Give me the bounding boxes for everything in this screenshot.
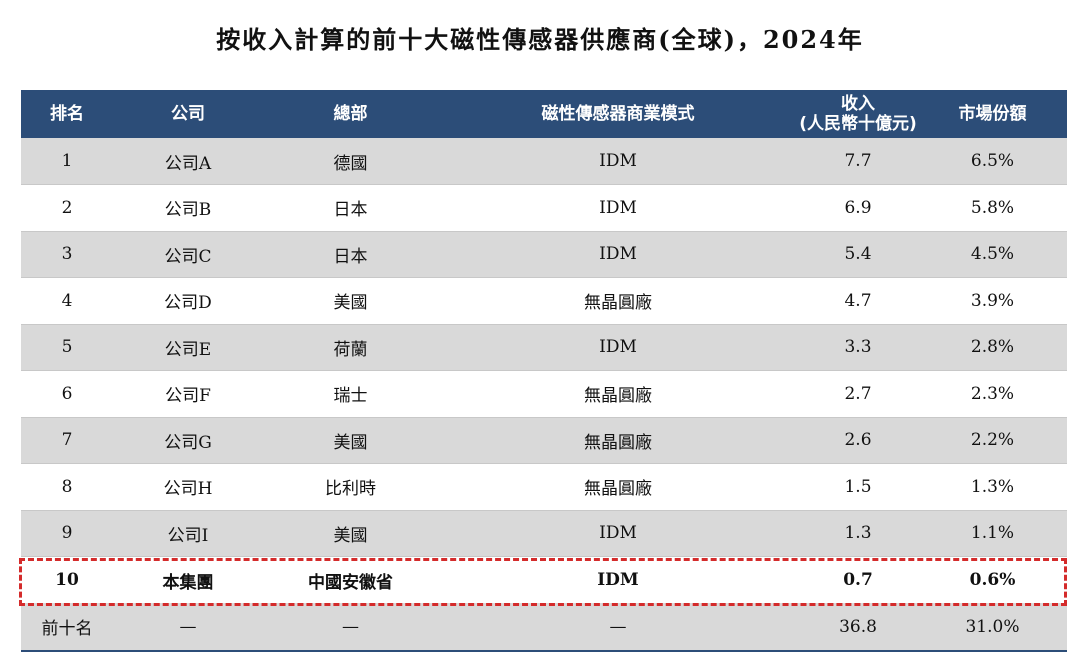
cell-rank: 10 bbox=[55, 570, 79, 590]
cell-revenue: 4.7 bbox=[798, 277, 918, 325]
cell-rank: 2 bbox=[21, 184, 113, 232]
cell-company: 公司H bbox=[113, 463, 263, 511]
cell-total-company: — bbox=[113, 603, 263, 652]
cell-share: 4.5% bbox=[918, 231, 1067, 278]
cell-hq: 德國 bbox=[263, 138, 438, 185]
cell-revenue: 2.6 bbox=[798, 417, 918, 464]
cell-share: 2.3% bbox=[918, 370, 1067, 418]
table-row: 4 公司D 美國 無晶圓廠 4.7 3.9% bbox=[21, 277, 1067, 325]
cell-revenue: 6.9 bbox=[798, 184, 918, 232]
cell-revenue: 1.5 bbox=[798, 463, 918, 511]
cell-rank: 4 bbox=[21, 277, 113, 325]
table-row: 7 公司G 美國 無晶圓廠 2.6 2.2% bbox=[21, 417, 1067, 464]
cell-total-label: 前十名 bbox=[21, 603, 113, 652]
cell-company: 公司I bbox=[113, 510, 263, 557]
cell-company: 公司A bbox=[113, 138, 263, 185]
supplier-table: 排名 公司 總部 磁性傳感器商業模式 收入 (人民幣十億元) 市場份額 1 公司… bbox=[21, 90, 1067, 652]
cell-hq: 美國 bbox=[263, 417, 438, 464]
cell-share: 2.2% bbox=[918, 417, 1067, 464]
cell-rank: 3 bbox=[21, 231, 113, 278]
table-row: 9 公司I 美國 IDM 1.3 1.1% bbox=[21, 510, 1067, 557]
cell-model: IDM bbox=[438, 231, 798, 278]
cell-share: 3.9% bbox=[918, 277, 1067, 325]
cell-share: 5.8% bbox=[918, 184, 1067, 232]
cell-share: 1.3% bbox=[918, 463, 1067, 511]
cell-share: 2.8% bbox=[918, 324, 1067, 371]
cell-company: 本集團 bbox=[162, 572, 214, 593]
cell-model: IDM bbox=[438, 184, 798, 232]
cell-revenue: 0.7 bbox=[843, 570, 873, 590]
header-company: 公司 bbox=[171, 104, 205, 124]
cell-revenue: 1.3 bbox=[798, 510, 918, 557]
header-revenue-unit: (人民幣十億元) bbox=[799, 114, 917, 134]
cell-rank: 7 bbox=[21, 417, 113, 464]
cell-hq: 瑞士 bbox=[263, 370, 438, 418]
cell-hq: 日本 bbox=[263, 184, 438, 232]
cell-model: 無晶圓廠 bbox=[438, 463, 798, 511]
cell-rank: 6 bbox=[21, 370, 113, 418]
cell-hq: 比利時 bbox=[263, 463, 438, 511]
table-row: 1 公司A 德國 IDM 7.7 6.5% bbox=[21, 138, 1067, 185]
cell-hq: 中國安徽省 bbox=[308, 572, 393, 593]
cell-revenue: 3.3 bbox=[798, 324, 918, 371]
table-row: 6 公司F 瑞士 無晶圓廠 2.7 2.3% bbox=[21, 370, 1067, 418]
cell-share: 0.6% bbox=[969, 570, 1016, 590]
cell-revenue: 2.7 bbox=[798, 370, 918, 418]
table-row: 8 公司H 比利時 無晶圓廠 1.5 1.3% bbox=[21, 463, 1067, 511]
cell-share: 1.1% bbox=[918, 510, 1067, 557]
cell-company: 公司E bbox=[113, 324, 263, 371]
page-title: 按收入計算的前十大磁性傳感器供應商(全球)，2024年 bbox=[216, 25, 864, 54]
cell-rank: 9 bbox=[21, 510, 113, 557]
table-header-row: 排名 公司 總部 磁性傳感器商業模式 收入 (人民幣十億元) 市場份額 bbox=[21, 90, 1067, 138]
header-model: 磁性傳感器商業模式 bbox=[541, 104, 695, 124]
table-row: 2 公司B 日本 IDM 6.9 5.8% bbox=[21, 184, 1067, 232]
cell-total-revenue: 36.8 bbox=[798, 603, 918, 652]
cell-share: 6.5% bbox=[918, 138, 1067, 185]
table-row: 5 公司E 荷蘭 IDM 3.3 2.8% bbox=[21, 324, 1067, 371]
cell-model: 無晶圓廠 bbox=[438, 277, 798, 325]
cell-model: IDM bbox=[438, 324, 798, 371]
table-row-group-highlight: 10 本集團 中國安徽省 IDM 0.7 0.6% bbox=[21, 556, 1067, 603]
cell-hq: 美國 bbox=[263, 510, 438, 557]
cell-company: 公司G bbox=[113, 417, 263, 464]
header-hq: 總部 bbox=[333, 104, 368, 124]
cell-hq: 美國 bbox=[263, 277, 438, 325]
cell-revenue: 5.4 bbox=[798, 231, 918, 278]
cell-total-hq: — bbox=[263, 603, 438, 652]
cell-company: 公司C bbox=[113, 231, 263, 278]
cell-revenue: 7.7 bbox=[798, 138, 918, 185]
cell-model: 無晶圓廠 bbox=[438, 370, 798, 418]
cell-hq: 荷蘭 bbox=[263, 324, 438, 371]
cell-hq: 日本 bbox=[263, 231, 438, 278]
header-revenue: 收入 (人民幣十億元) bbox=[798, 90, 918, 138]
header-share: 市場份額 bbox=[958, 104, 1027, 124]
table-total-row: 前十名 — — — 36.8 31.0% bbox=[21, 603, 1067, 652]
table-row: 3 公司C 日本 IDM 5.4 4.5% bbox=[21, 231, 1067, 278]
cell-model: IDM bbox=[438, 138, 798, 185]
cell-rank: 1 bbox=[21, 138, 113, 185]
cell-total-model: — bbox=[438, 603, 798, 652]
cell-company: 公司D bbox=[113, 277, 263, 325]
cell-rank: 8 bbox=[21, 463, 113, 511]
header-revenue-label: 收入 bbox=[841, 94, 875, 114]
supplier-table-container: 排名 公司 總部 磁性傳感器商業模式 收入 (人民幣十億元) 市場份額 1 公司… bbox=[21, 90, 1067, 652]
cell-company: 公司B bbox=[113, 184, 263, 232]
header-rank: 排名 bbox=[50, 104, 84, 124]
cell-total-share: 31.0% bbox=[918, 603, 1067, 652]
cell-model: IDM bbox=[438, 510, 798, 557]
cell-model: 無晶圓廠 bbox=[438, 417, 798, 464]
cell-model: IDM bbox=[597, 570, 639, 590]
cell-rank: 5 bbox=[21, 324, 113, 371]
cell-company: 公司F bbox=[113, 370, 263, 418]
